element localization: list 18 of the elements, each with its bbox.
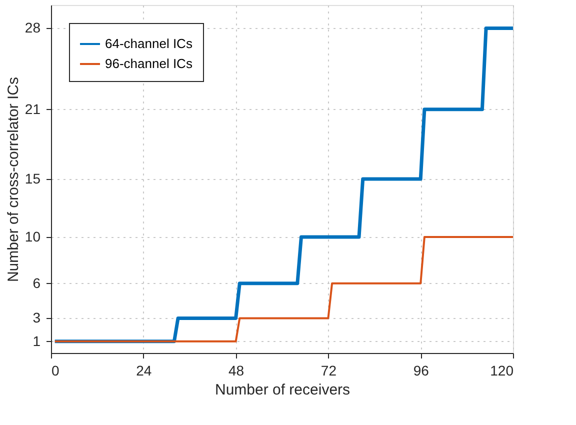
y-tick-label: 28: [24, 20, 41, 36]
x-tick-label: 96: [413, 362, 430, 378]
legend-label: 64-channel ICs: [105, 36, 193, 51]
y-tick-label: 6: [32, 274, 41, 291]
x-tick-label: 120: [490, 362, 514, 378]
y-tick-label: 10: [24, 228, 41, 244]
y-tick-label: 15: [24, 170, 41, 186]
x-tick-label: 24: [136, 362, 152, 378]
legend-label: 96-channel ICs: [105, 56, 193, 71]
y-tick-label: 21: [24, 100, 41, 117]
y-tick-label: 1: [32, 332, 41, 349]
y-tick-label: 3: [32, 310, 41, 326]
y-axis-title: Number of cross-correlator ICs: [4, 76, 22, 282]
x-tick-label: 0: [52, 362, 60, 378]
x-tick-label: 72: [320, 362, 337, 378]
x-axis-title: Number of receivers: [214, 382, 350, 398]
x-tick-label: 48: [228, 362, 244, 378]
line-series: [54, 236, 513, 342]
